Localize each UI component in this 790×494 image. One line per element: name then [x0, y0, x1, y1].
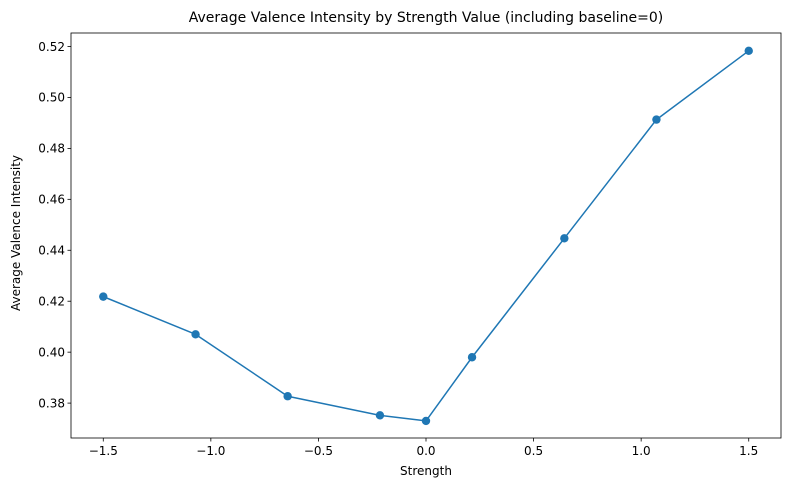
- y-axis-label: Average Valence Intensity: [9, 155, 23, 311]
- x-tick-label: −1.5: [89, 444, 118, 458]
- plot-frame: [70, 32, 782, 439]
- x-tick-label: −1.0: [196, 444, 225, 458]
- x-tick-label: 1.0: [632, 444, 651, 458]
- x-tick-label: 0.0: [416, 444, 435, 458]
- data-point: [421, 416, 431, 426]
- data-point: [99, 292, 108, 301]
- y-tick-label: 0.38: [38, 396, 65, 410]
- data-point: [467, 353, 477, 362]
- y-tick-label: 0.48: [38, 142, 65, 156]
- data-point: [191, 330, 200, 339]
- data-point: [560, 234, 569, 243]
- data-point: [744, 46, 753, 56]
- x-tick-label: 1.5: [739, 444, 758, 458]
- x-axis-label: Strength: [400, 464, 452, 478]
- y-axis: 0.38 0.40 0.42 0.44 0.46 0.48 0.50 0.52: [38, 40, 71, 410]
- y-tick-label: 0.52: [38, 40, 65, 54]
- data-point: [652, 115, 661, 124]
- chart-title: Average Valence Intensity by Strength Va…: [189, 10, 663, 26]
- y-tick-label: 0.42: [38, 295, 65, 309]
- x-axis: −1.5 −1.0 −0.5 0.0 0.5 1.0 1.5: [89, 438, 758, 458]
- data-point: [283, 392, 292, 401]
- series-line: [102, 50, 750, 422]
- y-tick-label: 0.40: [38, 345, 65, 359]
- data-point: [375, 411, 385, 420]
- y-tick-label: 0.44: [38, 244, 65, 258]
- y-tick-label: 0.50: [38, 91, 65, 105]
- x-tick-label: −0.5: [304, 444, 333, 458]
- x-tick-label: 0.5: [524, 444, 543, 458]
- y-tick-label: 0.46: [38, 193, 65, 207]
- plot-area: [70, 32, 782, 439]
